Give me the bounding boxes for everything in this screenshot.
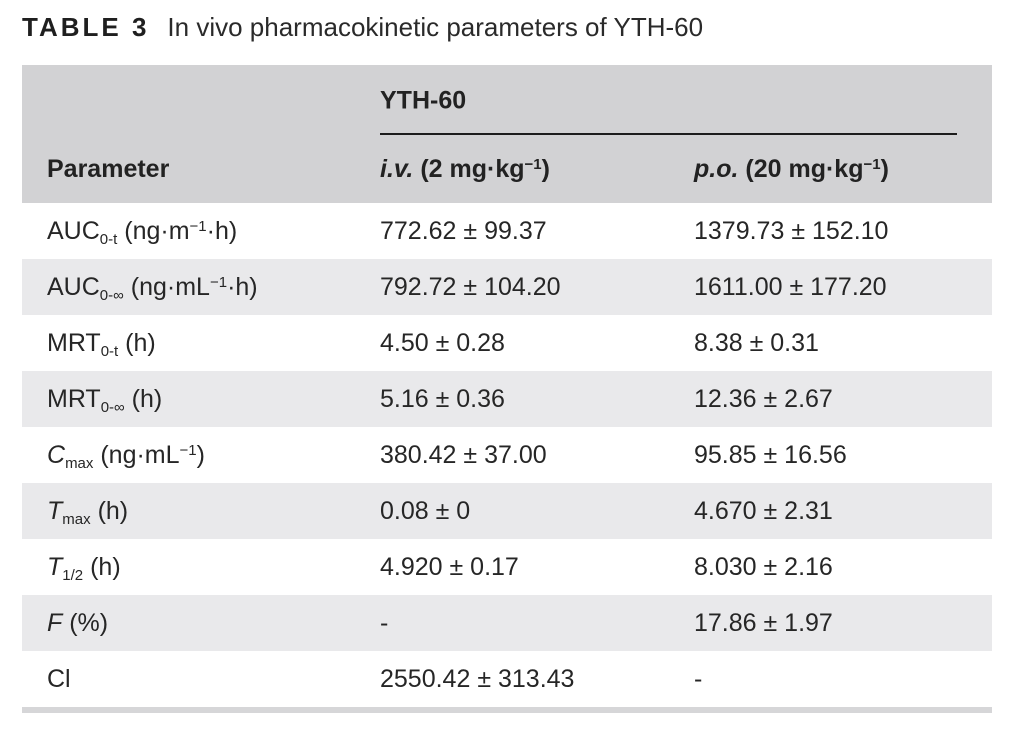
- pharmacokinetics-table: YTH-60 Parameter i.v. (2 mg·kg−1) p.o. (20…: [22, 65, 992, 713]
- group-header-row: YTH-60: [22, 65, 992, 135]
- table-caption-text: In vivo pharmacokinetic parameters of YT…: [167, 12, 704, 42]
- table-row: AUC0-t (ng·m−1·h) 772.62 ± 99.37 1379.73 ±…: [22, 203, 992, 259]
- parameter-cell: MRT0-t (h): [47, 328, 156, 361]
- table-row: MRT0-∞ (h) 5.16 ± 0.36 12.36 ± 2.67: [22, 371, 992, 427]
- iv-value-cell: 4.920 ± 0.17: [380, 552, 519, 581]
- table-number-label: TABLE 3: [22, 12, 150, 42]
- po-value-cell: 17.86 ± 1.97: [694, 608, 833, 637]
- po-value-cell: 1611.00 ± 177.20: [694, 272, 887, 301]
- table-bottom-rule: [22, 707, 992, 713]
- column-header-iv-dose: i.v. (2 mg·kg−1): [380, 154, 550, 183]
- iv-value-cell: 380.42 ± 37.00: [380, 440, 547, 469]
- po-value-cell: 8.030 ± 2.16: [694, 552, 833, 581]
- iv-value-cell: 4.50 ± 0.28: [380, 328, 505, 357]
- table-row: AUC0-∞ (ng·mL−1·h) 792.72 ± 104.20 1611.00…: [22, 259, 992, 315]
- iv-value-cell: 2550.42 ± 313.43: [380, 664, 575, 693]
- po-value-cell: 12.36 ± 2.67: [694, 384, 833, 413]
- column-header-parameter: Parameter: [47, 154, 170, 183]
- po-value-cell: 4.670 ± 2.31: [694, 496, 833, 525]
- iv-value-cell: 0.08 ± 0: [380, 496, 471, 525]
- parameter-cell: T1/2 (h): [47, 552, 121, 585]
- table-row: MRT0-t (h) 4.50 ± 0.28 8.38 ± 0.31: [22, 315, 992, 371]
- group-header-label: YTH-60: [380, 86, 467, 115]
- table-header: YTH-60 Parameter i.v. (2 mg·kg−1) p.o. (20…: [22, 65, 992, 203]
- table-row: Tmax (h) 0.08 ± 0 4.670 ± 2.31: [22, 483, 992, 539]
- column-header-po-dose: p.o. (20 mg·kg−1): [694, 154, 889, 183]
- table-row: F (%) - 17.86 ± 1.97: [22, 595, 992, 651]
- iv-value-cell: -: [380, 608, 389, 637]
- group-header-rule: [380, 133, 957, 135]
- parameter-cell: MRT0-∞ (h): [47, 384, 163, 417]
- parameter-cell: AUC0-t (ng·m−1·h): [47, 216, 238, 249]
- parameter-cell: Tmax (h): [47, 496, 129, 529]
- table-row: Cmax (ng·mL−1) 380.42 ± 37.00 95.85 ± 16.5…: [22, 427, 992, 483]
- parameter-cell: Cl: [47, 664, 71, 693]
- parameter-cell: AUC0-∞ (ng·mL−1·h): [47, 272, 258, 305]
- table-row: T1/2 (h) 4.920 ± 0.17 8.030 ± 2.16: [22, 539, 992, 595]
- iv-value-cell: 772.62 ± 99.37: [380, 216, 547, 245]
- table-body: AUC0-t (ng·m−1·h) 772.62 ± 99.37 1379.73 ±…: [22, 203, 992, 707]
- iv-value-cell: 792.72 ± 104.20: [380, 272, 561, 301]
- table-row: Cl 2550.42 ± 313.43 -: [22, 651, 992, 707]
- parameter-cell: Cmax (ng·mL−1): [47, 440, 205, 473]
- column-header-row: Parameter i.v. (2 mg·kg−1) p.o. (20 mg·kg−…: [22, 135, 992, 203]
- po-value-cell: 8.38 ± 0.31: [694, 328, 819, 357]
- iv-value-cell: 5.16 ± 0.36: [380, 384, 505, 413]
- po-value-cell: -: [694, 664, 703, 693]
- table-caption: TABLE 3 In vivo pharmacokinetic parameter…: [22, 12, 703, 43]
- parameter-cell: F (%): [47, 608, 109, 637]
- po-value-cell: 1379.73 ± 152.10: [694, 216, 889, 245]
- po-value-cell: 95.85 ± 16.56: [694, 440, 847, 469]
